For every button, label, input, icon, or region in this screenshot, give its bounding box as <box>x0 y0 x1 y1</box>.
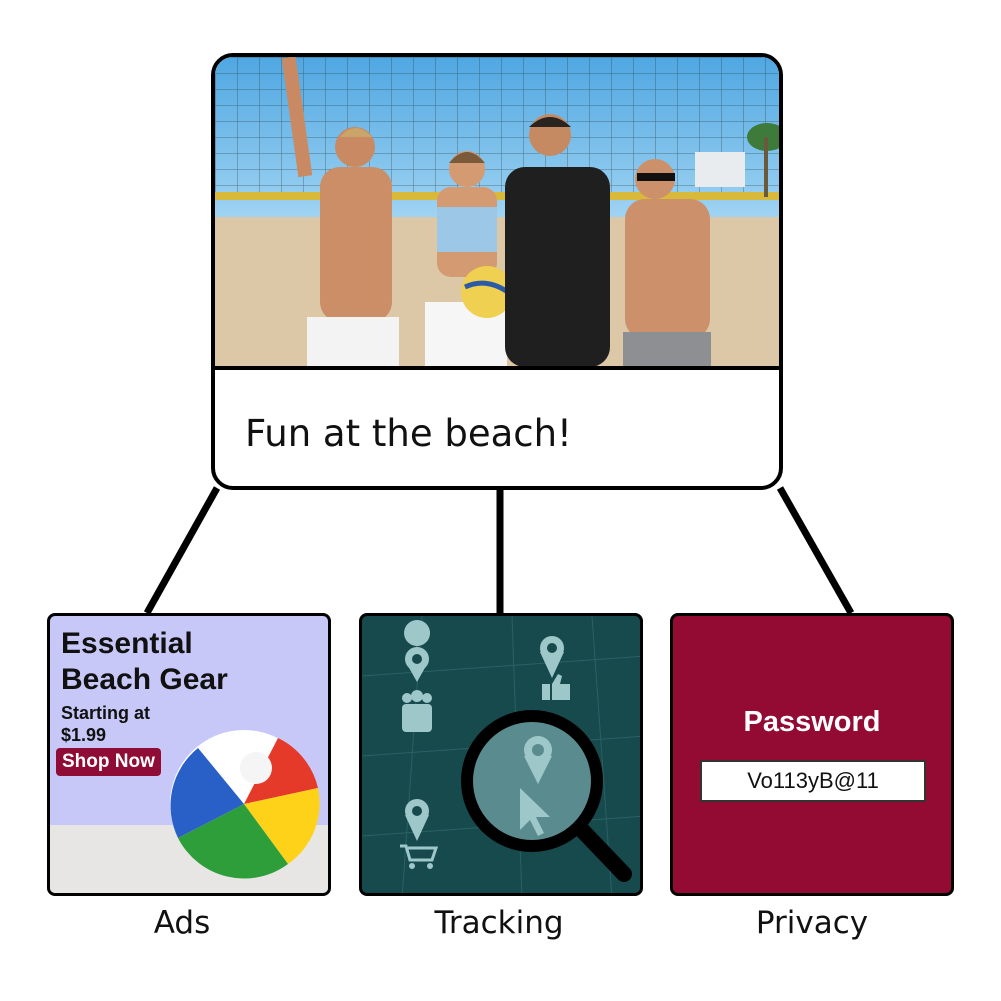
shop-now-button[interactable]: Shop Now <box>56 748 161 776</box>
location-people-icon <box>402 620 432 732</box>
ad-price-line2: $1.99 <box>61 725 107 745</box>
post-caption: Fun at the beach! <box>245 412 572 455</box>
tracking-label: Tracking <box>434 905 564 941</box>
password-label: Password <box>743 706 881 738</box>
location-cart-icon <box>400 799 439 869</box>
ads-label: Ads <box>153 905 211 941</box>
password-field[interactable]: Vo113yB@11 <box>700 760 926 802</box>
social-post-card: Fun at the beach! <box>211 53 783 490</box>
tracking-card[interactable] <box>359 613 643 896</box>
location-thumbs-up-icon <box>540 636 570 700</box>
post-divider <box>215 366 779 370</box>
ads-card[interactable]: Essential Beach Gear Starting at $1.99 S… <box>47 613 331 896</box>
privacy-card[interactable]: Password Vo113yB@11 <box>670 613 954 896</box>
ad-headline-line1: Essential <box>61 627 193 660</box>
ad-headline-line2: Beach Gear <box>61 663 228 696</box>
tracking-illustration <box>362 616 640 893</box>
beach-ball-image <box>170 730 320 879</box>
magnifier-cursor-icon <box>461 710 632 882</box>
privacy-label: Privacy <box>755 905 869 941</box>
ad-price-text: Starting at $1.99 <box>61 702 150 746</box>
ad-headline: Essential Beach Gear <box>61 626 228 698</box>
ad-price-line1: Starting at <box>61 703 151 723</box>
beach-photo <box>215 57 779 367</box>
